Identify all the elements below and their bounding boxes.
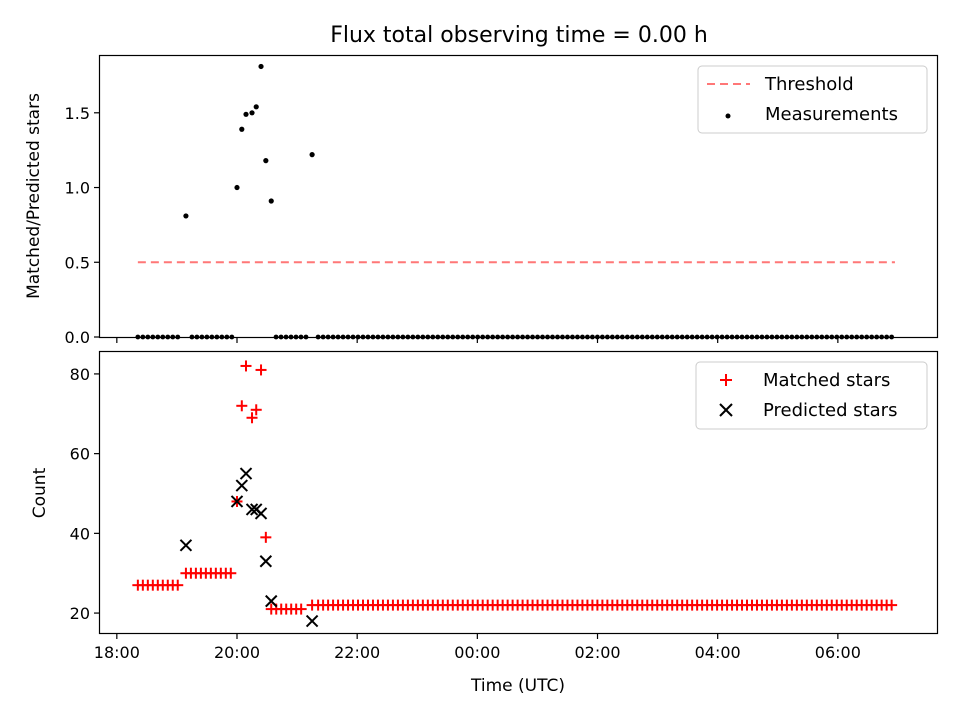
- matched-star-point: [295, 603, 307, 615]
- matched-star-point: [250, 404, 262, 416]
- measurement-point: [234, 184, 240, 191]
- predicted-star-stroke: [245, 503, 259, 516]
- predicted-star-stroke: [265, 594, 278, 608]
- top-y-ticks: 0.0 0.5 1.0 1.5: [65, 104, 100, 347]
- matched-legend-label: Matched stars: [763, 370, 890, 391]
- predicted-star-point: [254, 507, 268, 520]
- bottom-legend-box: [695, 361, 928, 430]
- predicted-star-stroke: [179, 539, 193, 552]
- matched-star-point: [236, 400, 248, 412]
- matched-star-point: [240, 360, 252, 372]
- measurement-point: [268, 198, 274, 204]
- x-tick-label: 18:00: [94, 643, 140, 662]
- top-y-tick-label: 0.5: [65, 253, 90, 272]
- measurement-point: [183, 213, 189, 219]
- predicted-star-point: [230, 495, 244, 508]
- predicted-star-stroke: [235, 479, 249, 492]
- x-tick-label: 22:00: [334, 643, 380, 662]
- top-legend: Threshold Measurements: [697, 65, 928, 134]
- bottom-y-tick-label: 20: [70, 604, 90, 623]
- top-y-tick-label: 1.0: [65, 179, 90, 198]
- measurement-point: [249, 110, 255, 116]
- predicted-star-stroke: [259, 555, 273, 568]
- x-tick-label: 06:00: [815, 643, 861, 662]
- bottom-y-ticks: 20 40 60 80: [70, 365, 100, 623]
- x-tick-label: 04:00: [695, 643, 741, 662]
- bottom-plot-frame: [98, 350, 939, 635]
- matched-star-point: [255, 364, 267, 376]
- predicted-star-point: [245, 503, 259, 516]
- chart-title: Flux total observing time = 0.00 h: [330, 23, 708, 48]
- predicted-star-point: [259, 555, 273, 568]
- x-tick-label: 00:00: [454, 643, 500, 662]
- top-plot-frame: [98, 54, 939, 339]
- measurement-point: [243, 111, 249, 117]
- predicted-star-stroke: [305, 614, 319, 628]
- bottom-panel: 18:00 20:00 22:00 00:00 02:00 04:00 06:00 20 40…: [30, 350, 939, 696]
- predicted-legend-label: Predicted stars: [763, 400, 897, 421]
- matched-star-point: [225, 567, 237, 579]
- predicted-star-stroke: [230, 495, 244, 508]
- predicted-star-point: [235, 479, 249, 492]
- top-y-tick-label: 1.5: [65, 104, 90, 123]
- predicted-star-stroke: [254, 507, 268, 520]
- measurement-point: [309, 152, 315, 158]
- threshold-legend-label: Threshold: [764, 74, 854, 95]
- top-legend-box: [697, 65, 928, 134]
- bottom-x-ticks: 18:00 20:00 22:00 00:00 02:00 04:00 06:00: [94, 633, 861, 662]
- matched-star-point: [246, 412, 258, 424]
- bottom-y-tick-label: 80: [70, 365, 90, 384]
- measurement-point: [258, 63, 264, 70]
- measurement-point: [239, 126, 245, 132]
- predicted-star-point: [179, 539, 193, 552]
- predicted-legend-marker: [719, 403, 733, 417]
- matched-stars-points: [132, 360, 898, 615]
- bottom-y-axis-label: Count: [30, 467, 50, 518]
- matched-star-point: [886, 599, 898, 611]
- predicted-star-stroke: [239, 467, 253, 480]
- top-panel: 0.0 0.5 1.0 1.5 Matched/Predicted stars Thr…: [24, 54, 939, 347]
- predicted-star-point: [265, 594, 278, 608]
- measurement-point: [253, 104, 259, 110]
- matched-star-point: [306, 599, 318, 611]
- x-axis-label: Time (UTC): [470, 676, 565, 696]
- measurements-legend-marker: [725, 113, 731, 119]
- top-y-tick-label: 0.0: [65, 328, 90, 347]
- predicted-stars-points: [179, 467, 319, 628]
- bottom-y-tick-label: 40: [70, 524, 90, 543]
- measurements-legend-label: Measurements: [765, 104, 898, 125]
- bottom-y-tick-label: 60: [70, 445, 90, 464]
- x-tick-label: 02:00: [574, 643, 620, 662]
- matched-star-point: [260, 531, 272, 543]
- matched-star-point: [172, 579, 184, 591]
- predicted-star-point: [305, 614, 319, 628]
- measurement-point: [263, 158, 269, 164]
- predicted-star-point: [239, 467, 253, 480]
- top-x-ticks: [116, 337, 839, 343]
- x-tick-label: 20:00: [214, 643, 260, 662]
- measurement-points: [183, 63, 315, 219]
- bottom-legend: Matched stars Predicted stars: [695, 361, 928, 430]
- matched-legend-marker: [720, 374, 732, 386]
- top-y-axis-label: Matched/Predicted stars: [24, 93, 44, 299]
